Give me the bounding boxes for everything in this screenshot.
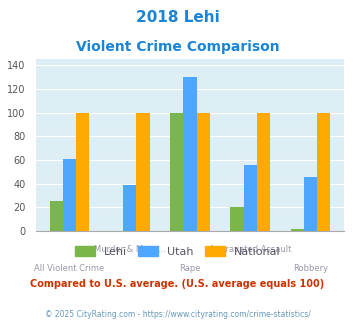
Bar [317,113,330,231]
Bar [123,185,136,231]
Text: Compared to U.S. average. (U.S. average equals 100): Compared to U.S. average. (U.S. average … [31,279,324,289]
Legend: Lehi, Utah, National: Lehi, Utah, National [71,242,284,261]
Bar [136,113,149,231]
Bar [183,77,197,231]
Bar [63,159,76,231]
Text: All Violent Crime: All Violent Crime [34,264,104,273]
Bar [290,229,304,231]
Text: 2018 Lehi: 2018 Lehi [136,10,219,25]
Bar [244,165,257,231]
Bar [50,201,63,231]
Text: Murder & Mans...: Murder & Mans... [94,245,166,254]
Text: Aggravated Assault: Aggravated Assault [209,245,291,254]
Bar [76,113,89,231]
Text: © 2025 CityRating.com - https://www.cityrating.com/crime-statistics/: © 2025 CityRating.com - https://www.city… [45,310,310,319]
Text: Robbery: Robbery [293,264,328,273]
Bar [197,113,210,231]
Text: Violent Crime Comparison: Violent Crime Comparison [76,40,279,53]
Bar [230,207,244,231]
Text: Rape: Rape [179,264,201,273]
Bar [170,113,183,231]
Bar [304,177,317,231]
Bar [257,113,270,231]
